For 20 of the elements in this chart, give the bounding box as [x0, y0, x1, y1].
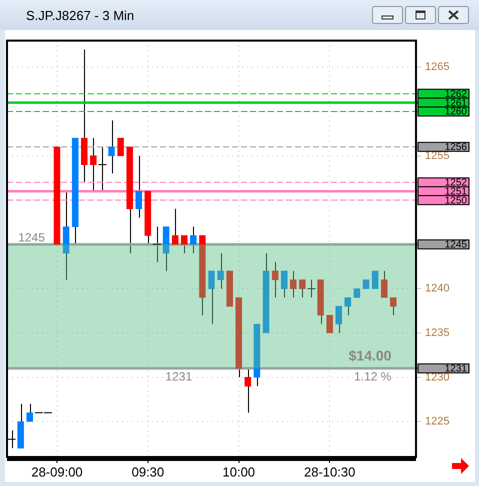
x-tick-label: 28-09:00: [31, 464, 83, 480]
ref-line-label: 1261: [444, 98, 468, 109]
y-tick-label: 1240: [425, 282, 450, 295]
ref-line-label: 1251: [444, 186, 468, 198]
annotation: 1245: [18, 230, 46, 245]
chart-title: S.JP.J8267 - 3 Min: [26, 8, 134, 23]
annotation: 1231: [165, 370, 192, 384]
x-tick-label: 09:30: [132, 464, 164, 480]
ref-line-label: 1262: [444, 89, 468, 100]
ref-line-label: 1250: [444, 195, 468, 206]
annotation: $14.00: [348, 347, 392, 364]
annotation: 1.12 %: [354, 370, 392, 384]
x-tick-label: 10:00: [222, 464, 256, 480]
ref-line-label: 1260: [444, 106, 468, 118]
y-tick-label: 1235: [425, 326, 450, 339]
y-tick-label: 1225: [425, 416, 450, 428]
y-tick-label: 1265: [425, 61, 450, 74]
ref-line-label: 1245: [444, 240, 468, 251]
x-tick-label: 28-10:30: [304, 464, 356, 480]
ref-line-label: 1252: [444, 178, 468, 189]
